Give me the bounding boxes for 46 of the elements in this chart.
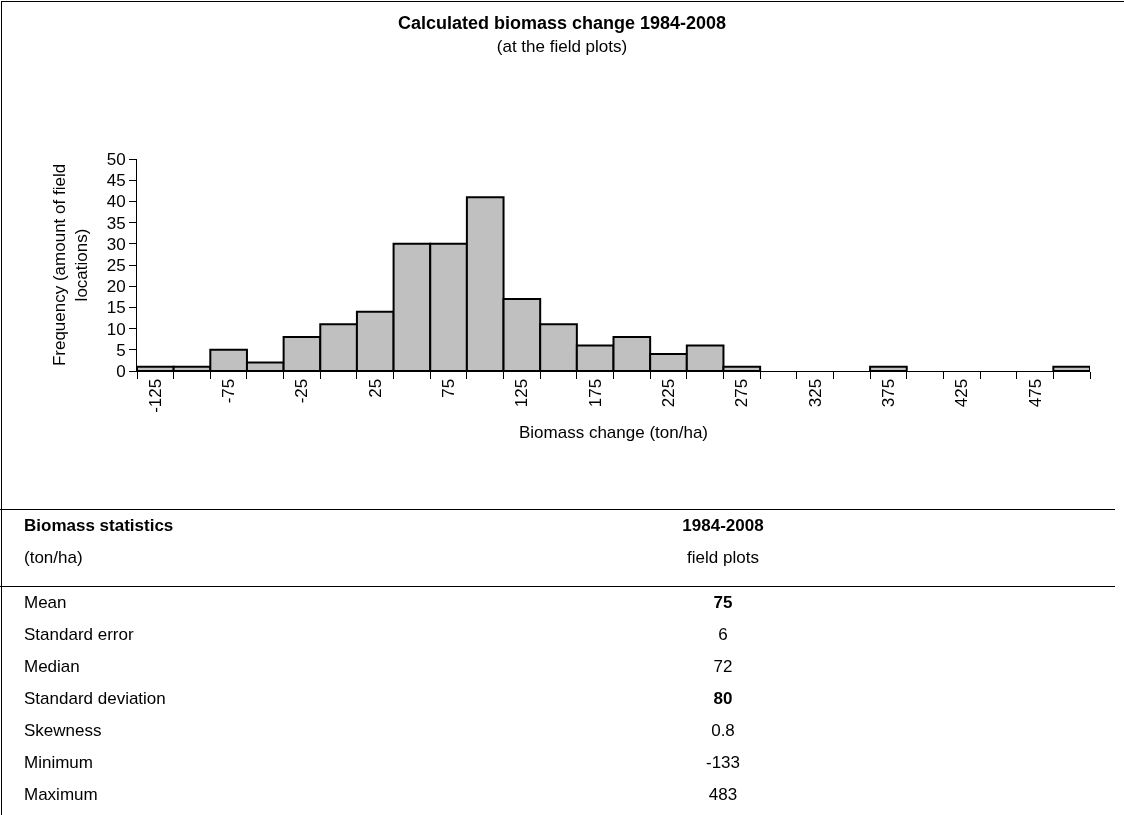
- y-tick-label: 40: [106, 192, 126, 212]
- text: Median: [24, 657, 80, 677]
- text: field plots: [687, 548, 759, 568]
- y-tick-label: 5: [116, 340, 126, 360]
- y-tick-label: 35: [106, 213, 126, 233]
- text: Standard error: [24, 625, 134, 645]
- y-tick-label: 50: [106, 149, 126, 169]
- x-tick-label: 225: [659, 378, 679, 408]
- text: Standard deviation: [24, 689, 166, 709]
- y-tick-label: 45: [106, 171, 126, 191]
- y-tick-label: 0: [116, 361, 126, 381]
- y-tick-label: 15: [106, 298, 126, 318]
- text: Minimum: [24, 753, 93, 773]
- x-tick-label: 275: [732, 378, 752, 408]
- y-tick-label: 25: [106, 255, 126, 275]
- x-tick-label: -75: [219, 378, 239, 404]
- x-tick-label: 25: [365, 378, 385, 398]
- x-tick-label: 375: [878, 378, 898, 408]
- text: 483: [708, 785, 738, 805]
- y-axis-title: Frequency (amount of field locations): [50, 163, 92, 367]
- text: Maximum: [24, 785, 98, 805]
- text: 0.8: [711, 721, 735, 741]
- text: 6: [718, 625, 728, 645]
- x-tick-label: 325: [805, 378, 825, 408]
- y-tick-label: 10: [106, 319, 126, 339]
- text: 75: [713, 593, 733, 613]
- x-tick-label: 75: [439, 378, 459, 398]
- x-tick-label: 425: [952, 378, 972, 408]
- x-tick-label: 125: [512, 378, 532, 408]
- x-axis-title: Biomass change (ton/ha): [519, 423, 708, 443]
- text: Biomass statistics: [24, 516, 174, 536]
- text: (ton/ha): [24, 548, 83, 568]
- text: 1984-2008: [682, 516, 764, 536]
- chart-subtitle: (at the field plots): [496, 37, 628, 57]
- text: Skewness: [24, 721, 102, 741]
- x-tick-label: 475: [1025, 378, 1045, 408]
- text: Mean: [24, 593, 67, 613]
- y-tick-label: 30: [106, 234, 126, 254]
- text: 72: [713, 657, 733, 677]
- x-tick-label: -25: [292, 378, 312, 404]
- x-tick-label: 175: [585, 378, 605, 408]
- x-tick-label: -125: [145, 378, 165, 413]
- text: 80: [713, 689, 733, 709]
- y-tick-label: 20: [106, 277, 126, 297]
- chart-title: Calculated biomass change 1984-2008: [397, 12, 727, 33]
- text: -133: [705, 753, 741, 773]
